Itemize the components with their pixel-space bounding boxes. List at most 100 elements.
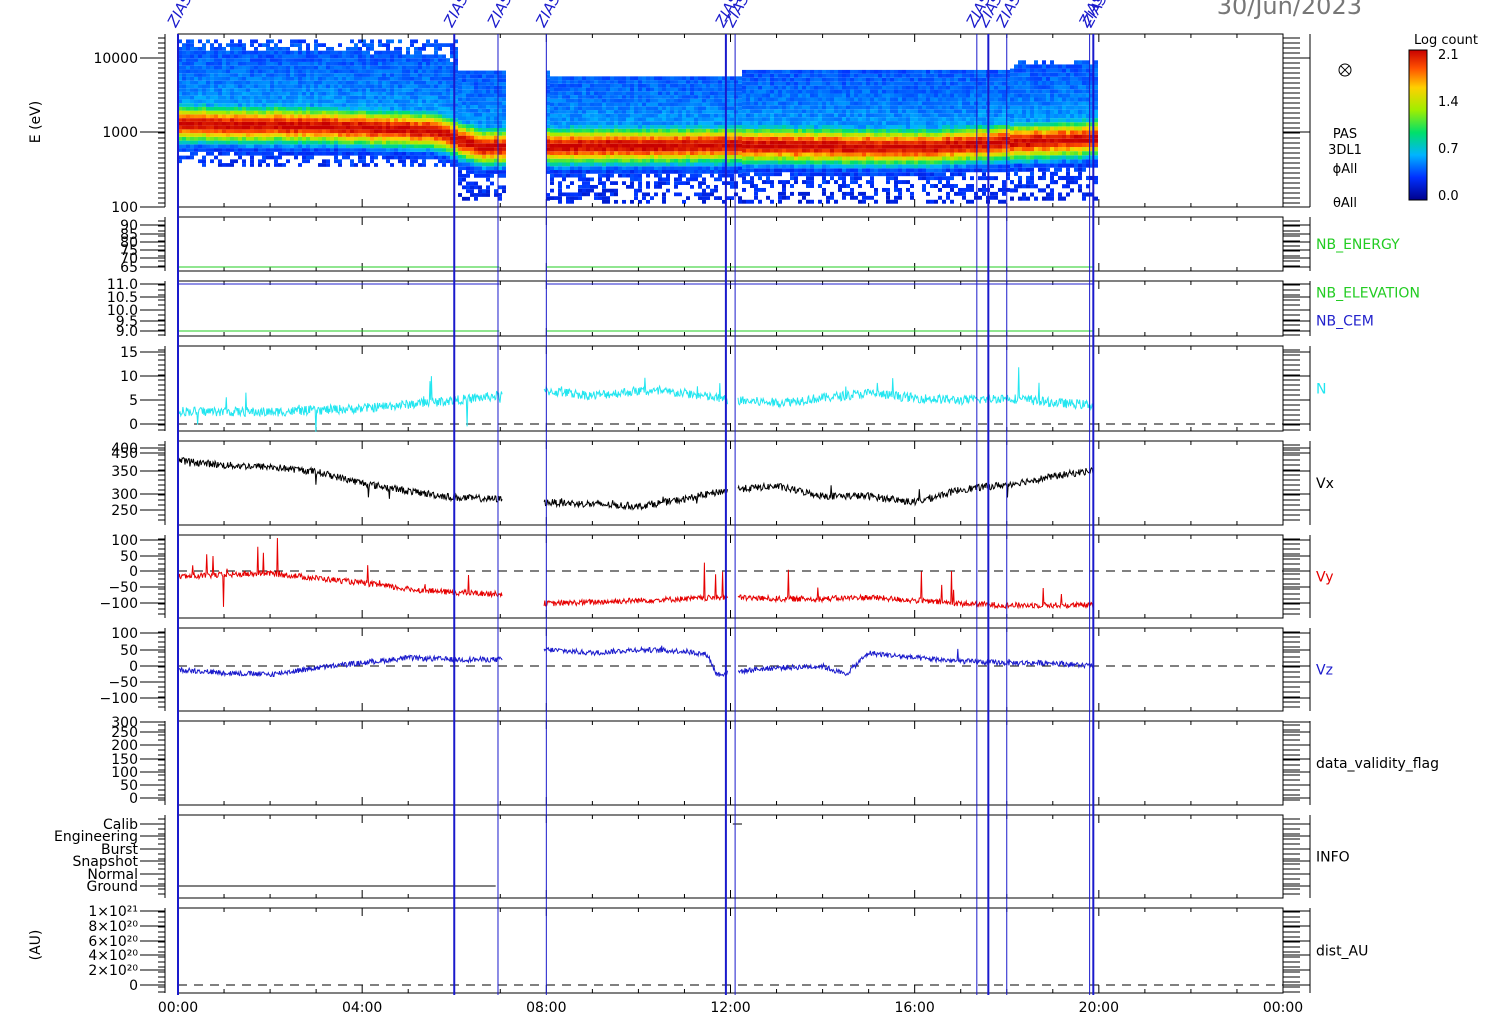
- spectrogram-cell: [614, 188, 618, 193]
- spectrogram-cell: [550, 102, 554, 107]
- spectrogram-cell: [242, 54, 246, 59]
- spectrogram-cell: [398, 155, 402, 160]
- spectrogram-cell: [546, 158, 550, 163]
- spectrogram-cell: [706, 147, 710, 152]
- spectrogram-cell: [546, 193, 550, 197]
- spectrogram-cell: [474, 154, 478, 159]
- spectrogram-cell: [602, 95, 606, 99]
- spectrogram-cell: [226, 125, 230, 130]
- spectrogram-cell: [558, 188, 562, 193]
- spectrogram-cell: [650, 87, 654, 92]
- spectrogram-cell: [286, 121, 290, 126]
- spectrogram-cell: [794, 148, 798, 153]
- spectrogram-cell: [470, 101, 474, 106]
- spectrogram-cell: [778, 191, 782, 196]
- spectrogram-cell: [802, 136, 806, 141]
- spectrogram-cell: [386, 61, 390, 66]
- spectrogram-cell: [222, 140, 226, 145]
- spectrogram-cell: [190, 125, 194, 130]
- spectrogram-cell: [274, 148, 278, 152]
- spectrogram-cell: [438, 65, 442, 70]
- spectrogram-cell: [258, 80, 262, 85]
- spectrogram-cell: [750, 156, 754, 161]
- spectrogram-cell: [190, 151, 194, 156]
- spectrogram-cell: [706, 91, 710, 96]
- spectrogram-cell: [618, 143, 622, 148]
- spectrogram-cell: [678, 155, 682, 159]
- spectrogram-cell: [790, 93, 794, 98]
- spectrogram-cell: [686, 155, 690, 159]
- spectrogram-cell: [734, 158, 738, 163]
- spectrogram-cell: [262, 103, 266, 107]
- spectrogram-cell: [678, 143, 682, 148]
- spectrogram-cell: [794, 69, 798, 74]
- spectrogram-cell: [562, 177, 566, 182]
- spectrogram-cell: [582, 98, 586, 103]
- spectrogram-cell: [446, 148, 450, 152]
- spectrogram-cell: [694, 169, 698, 174]
- spectrogram-cell: [758, 85, 762, 90]
- spectrogram-cell: [326, 91, 330, 96]
- spectrogram-cell: [178, 129, 182, 134]
- spectrogram-cell: [578, 169, 582, 174]
- spectrogram-cell: [190, 121, 194, 126]
- spectrogram-cell: [630, 177, 634, 182]
- spectrogram-cell: [282, 69, 286, 74]
- spectrogram-cell: [406, 61, 410, 66]
- spectrogram-cell: [338, 133, 342, 137]
- spectrogram-cell: [378, 129, 382, 134]
- spectrogram-cell: [622, 136, 626, 141]
- spectrogram-cell: [774, 172, 778, 177]
- spectrogram-cell: [502, 70, 506, 75]
- spectrogram-cell: [730, 132, 734, 137]
- spectrogram-cell: [306, 129, 310, 134]
- spectrogram-cell: [278, 50, 282, 55]
- spectrogram-cell: [206, 91, 210, 96]
- spectrogram-cell: [402, 80, 406, 85]
- spectrogram-cell: [622, 147, 626, 152]
- spectrogram-cell: [462, 147, 466, 151]
- spectrogram-cell: [502, 124, 506, 128]
- spectrogram-cell: [678, 128, 682, 133]
- spectrogram-cell: [662, 143, 666, 148]
- spectrogram-cell: [726, 128, 730, 133]
- spectrogram-cell: [450, 155, 454, 160]
- spectrogram-cell: [562, 102, 566, 107]
- spectrogram-cell: [406, 136, 410, 141]
- spectrogram-cell: [750, 101, 754, 106]
- spectrogram-cell: [862, 160, 866, 165]
- spectrogram-cell: [370, 73, 374, 77]
- spectrogram-cell: [726, 173, 730, 178]
- spectrogram-cell: [714, 113, 718, 118]
- spectrogram-cell: [322, 54, 326, 59]
- spectrogram-cell: [566, 102, 570, 107]
- spectrogram-cell: [190, 76, 194, 81]
- spectrogram-cell: [698, 98, 702, 103]
- spectrogram-cell: [442, 65, 446, 70]
- spectrogram-cell: [338, 144, 342, 149]
- spectrogram-cell: [702, 158, 706, 163]
- spectrogram-cell: [198, 121, 202, 126]
- spectrogram-cell: [770, 73, 774, 78]
- spectrogram-cell: [474, 135, 478, 140]
- spectrogram-cell: [550, 125, 554, 129]
- spectrogram-cell: [370, 148, 374, 152]
- spectrogram-cell: [314, 39, 318, 44]
- spectrogram-cell: [766, 168, 770, 173]
- spectrogram-cell: [806, 81, 810, 86]
- spectrogram-cell: [706, 136, 710, 141]
- spectrogram-cell: [582, 188, 586, 193]
- spectrogram-cell: [810, 89, 814, 94]
- spectrogram-cell: [234, 103, 238, 107]
- spectrogram-cell: [678, 102, 682, 107]
- spectrogram-cell: [826, 121, 830, 126]
- spectrogram-cell: [426, 125, 430, 130]
- spectrogram-cell: [778, 125, 782, 129]
- spectrogram-cell: [846, 164, 850, 169]
- spectrogram-cell: [454, 88, 458, 92]
- spectrogram-cell: [410, 80, 414, 85]
- spectrogram-cell: [314, 43, 318, 47]
- spectrogram-cell: [298, 151, 302, 156]
- spectrogram-cell: [190, 140, 194, 145]
- spectrogram-cell: [642, 87, 646, 92]
